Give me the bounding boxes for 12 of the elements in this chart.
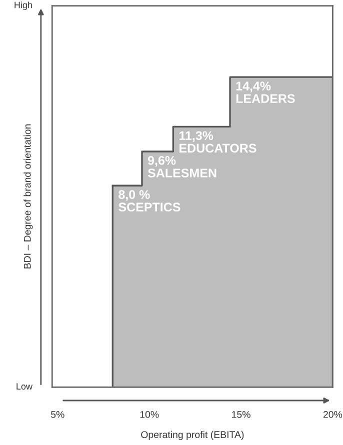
x-tick-label: 5%: [51, 411, 64, 418]
x-tick-label: 15%: [232, 411, 250, 418]
text: High: [14, 2, 32, 10]
annotation: 8,0 % SCEPTICS: [118, 190, 180, 212]
y-axis-title: BDI – Degree of brand orientation: [24, 124, 33, 268]
x-tick-label: 20%: [323, 411, 342, 418]
annotation: 11,3% EDUCATORS: [180, 131, 256, 153]
annotation: 14,4% LEADERS: [236, 82, 295, 104]
x-axis-title: Operating profit (EBITA): [141, 430, 244, 440]
text: Low: [16, 383, 33, 390]
annotation: 9,6% SALESMEN: [148, 156, 216, 178]
x-tick-label: 10%: [140, 411, 159, 418]
